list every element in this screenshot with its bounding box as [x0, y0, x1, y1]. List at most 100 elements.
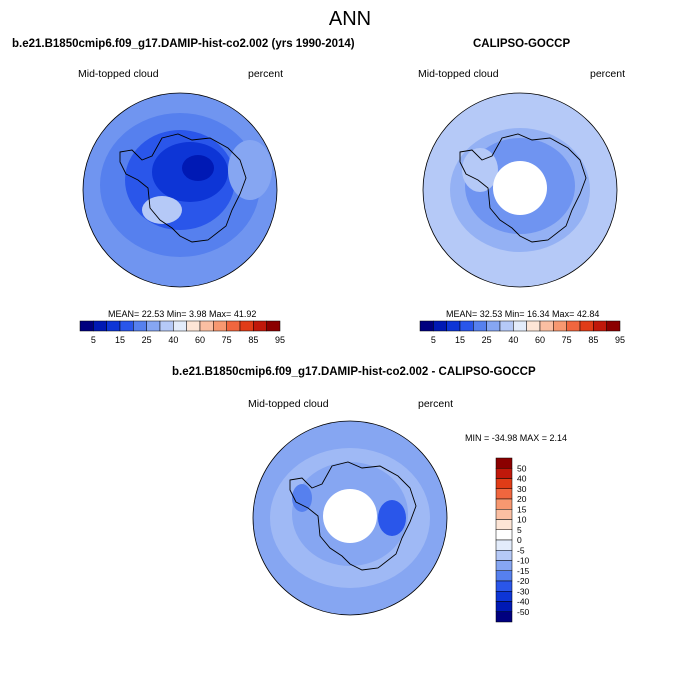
panel3-map-border: [252, 420, 448, 616]
panel1-antarctica-coastline: [119, 133, 247, 243]
panel1-colorbar-tick-label: 60: [195, 335, 205, 345]
panel2-colorbar-swatch: [539, 320, 554, 332]
panel1-colorbar-swatch: [226, 320, 241, 332]
panel1-units: percent: [248, 68, 284, 80]
panel1-colorbar-swatch: [106, 320, 121, 332]
panel1-polar-map: [82, 92, 278, 288]
panel2-colorbar-swatch: [486, 320, 501, 332]
panel3-colorbar-tick-label: 30: [517, 484, 527, 494]
panel1-map-border: [82, 92, 278, 288]
panel1-colorbar-tick-label: 85: [248, 335, 258, 345]
panel3-colorbar-tick-label: -5: [517, 545, 525, 555]
panel3-colorbar-swatch: [495, 550, 513, 561]
panel1-field-peak: [182, 155, 214, 181]
panel3-colorbar-swatch: [495, 611, 513, 623]
panel2-colorbar-swatch: [579, 320, 594, 332]
panel3-colorbar-tick-label: 15: [517, 504, 527, 514]
panel2-colorbar-swatch: [419, 320, 434, 332]
panel1-colorbar-swatch: [253, 320, 267, 332]
panel3-colorbar-tick-label: 5: [517, 525, 522, 535]
panel2-colorbar-swatch: [566, 320, 581, 332]
panel1-colorbar-swatch: [186, 320, 201, 332]
panel2-colorbar-swatch: [513, 320, 527, 332]
panel2-colorbar-tick-label: 60: [535, 335, 545, 345]
panel3-field-neg: [378, 500, 406, 536]
panel1-colorbar: 5 15 25 40 60 75 85 95: [79, 320, 285, 345]
panel2-stats: MEAN= 32.53 Min= 16.34 Max= 42.84: [446, 309, 600, 319]
panel3-colorbar-swatch: [495, 468, 513, 479]
panel1-variable: Mid-topped cloud: [78, 68, 159, 80]
panel3-variable: Mid-topped cloud: [248, 398, 329, 410]
panel3-colorbar-tick-label: 20: [517, 494, 527, 504]
panel3-colorbar-swatch: [495, 498, 513, 510]
panel1-colorbar-swatch: [239, 320, 254, 332]
panel1-colorbar-tick-label: 40: [168, 335, 178, 345]
panel2-colorbar-swatch: [553, 320, 567, 332]
panel3-colorbar-swatch: [495, 560, 513, 571]
panel2-colorbar-tick-label: 75: [562, 335, 572, 345]
panel3-colorbar-tick-label: -15: [517, 566, 530, 576]
panel3-colorbar-tick-label: -40: [517, 597, 530, 607]
panel3-units: percent: [418, 398, 454, 410]
panel2-colorbar-tick-label: 40: [508, 335, 518, 345]
panel3-colorbar-swatch: [495, 570, 513, 582]
panel1-colorbar-swatch: [213, 320, 227, 332]
panel1-field-low: [142, 196, 182, 224]
panel1-colorbar-swatch: [159, 320, 174, 332]
panel2-colorbar-swatch: [433, 320, 447, 332]
panel2-title: CALIPSO-GOCCP: [473, 38, 571, 50]
panel1-colorbar-tick-label: 5: [91, 335, 96, 345]
panel1-stats: MEAN= 22.53 Min= 3.98 Max= 41.92: [108, 309, 257, 319]
panel1-colorbar-swatch: [119, 320, 134, 332]
panel3-colorbar-swatch: [495, 478, 513, 489]
panel1-colorbar-swatch: [199, 320, 214, 332]
panel3-colorbar-tick-label: 10: [517, 515, 527, 525]
panel3-title: b.e21.B1850cmip6.f09_g17.DAMIP-hist-co2.…: [172, 366, 536, 378]
panel3-colorbar-tick-label: -10: [517, 556, 530, 566]
panel3-colorbar-tick-label: 0: [517, 535, 522, 545]
panel1-title: b.e21.B1850cmip6.f09_g17.DAMIP-hist-co2.…: [12, 38, 355, 50]
panel2-antarctica-coastline: [459, 133, 587, 243]
panel1-colorbar-tick-label: 95: [275, 335, 285, 345]
panel2-colorbar-swatch: [606, 320, 621, 332]
panel2-colorbar-tick-label: 85: [588, 335, 598, 345]
panel1-colorbar-swatch: [146, 320, 161, 332]
panel2-polar-map: [422, 92, 618, 288]
panel2-colorbar-swatch: [526, 320, 541, 332]
panel3-colorbar-swatch: [495, 488, 513, 500]
panel3-colorbar-swatch: [495, 529, 513, 541]
panel2-colorbar: 5 15 25 40 60 75 85 95: [419, 320, 625, 345]
panel3-colorbar-tick-label: 50: [517, 463, 527, 473]
panel3-colorbar-tick-label: 40: [517, 474, 527, 484]
panel3-field-neg2: [292, 484, 312, 512]
panel2-field-light: [462, 148, 498, 192]
panel3-colorbar-swatch: [495, 580, 513, 592]
panel2-variable: Mid-topped cloud: [418, 68, 499, 80]
panel2-map-border: [422, 92, 618, 288]
panel3-colorbar-swatch: [495, 519, 513, 530]
panel1-colorbar-tick-label: 25: [142, 335, 152, 345]
panel3-polar-map: [252, 420, 448, 616]
panel3-colorbar-tick-label: -20: [517, 576, 530, 586]
panel2-units: percent: [590, 68, 626, 80]
panel3-colorbar-swatch: [495, 601, 513, 612]
panel1-colorbar-swatch: [79, 320, 94, 332]
panel1-colorbar-swatch: [133, 320, 147, 332]
main-title: ANN: [328, 8, 372, 30]
panel1-colorbar-swatch: [93, 320, 107, 332]
panel3-colorbar-swatch: [495, 539, 513, 551]
panel3-colorbar-swatch: [495, 591, 513, 602]
panel2-colorbar-tick-label: 5: [431, 335, 436, 345]
panel3-colorbar-tick-label: -50: [517, 607, 530, 617]
panel3-colorbar-tick-label: -30: [517, 586, 530, 596]
panel1-colorbar-swatch: [173, 320, 187, 332]
panel3-antarctica-coastline: [289, 461, 417, 571]
panel3-missing-data-hole: [323, 489, 377, 543]
panel1-field-low2: [228, 140, 272, 200]
panel2-colorbar-tick-label: 15: [455, 335, 465, 345]
panel2-colorbar-swatch: [473, 320, 487, 332]
panel2-colorbar-swatch: [499, 320, 514, 332]
panel2-missing-data-hole: [493, 161, 547, 215]
panel2-colorbar-swatch: [593, 320, 607, 332]
